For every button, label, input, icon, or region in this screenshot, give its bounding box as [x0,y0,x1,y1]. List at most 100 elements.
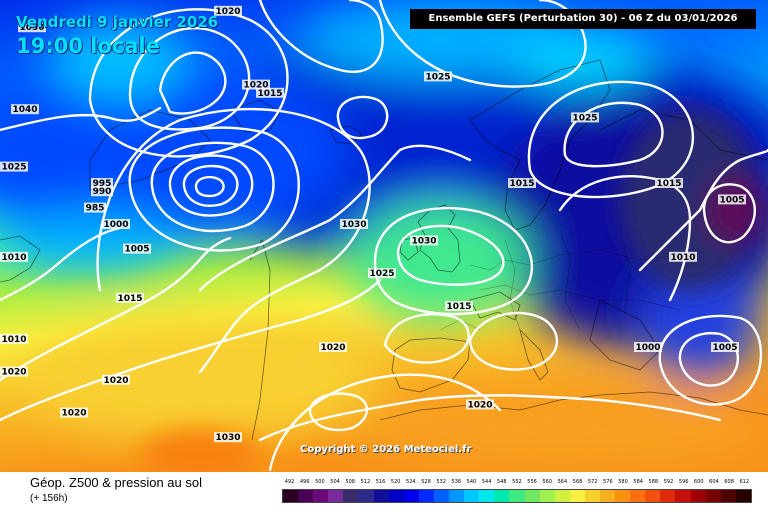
scale-swatch [675,490,691,502]
pressure-label: 1020 [214,5,242,17]
scale-swatch [388,490,404,502]
pressure-label-text: 1025 [369,269,394,279]
isobar-low-985 [194,175,225,198]
scale-swatch [569,490,585,502]
pressure-label: 1000 [634,342,662,353]
scale-label: 516 [375,479,386,485]
scale-label: 548 [496,479,507,485]
scale-swatch [403,490,419,502]
scale-label: 604 [709,479,719,485]
pressure-label: 995 [91,178,113,189]
pressure-label: 1030 [340,219,368,230]
scale-label: 500 [315,479,325,485]
pressure-label-text: 1020 [61,409,86,419]
pressure-label-text: 1030 [19,23,44,33]
scale-swatch [418,490,434,502]
pressure-label: 1020 [466,399,494,410]
pressure-label: 1030 [214,432,242,443]
isobars [0,0,768,470]
pressure-label-text: 1005 [719,195,744,205]
scale-label: 608 [724,479,734,485]
pressure-label-text: 1015 [509,179,534,189]
pressure-label-text: 1030 [215,433,240,443]
pressure-label: 1005 [711,342,739,353]
isobar-1010-atlantic [0,236,232,382]
scale-label: 544 [481,479,492,485]
weather-map: 1020103010401025102010151025102599599098… [0,0,768,472]
scale-swatch [313,490,329,502]
scale-swatch [509,490,525,502]
pressure-label-text: 1005 [712,343,737,353]
pressure-label-text: 985 [86,204,105,214]
pressure-label-text: 1020 [215,7,240,17]
scale-label: 564 [557,479,568,485]
pressure-label: 1015 [256,87,284,99]
pressure-label-text: 1025 [1,163,26,173]
pressure-label: 1020 [242,79,270,91]
pressure-label-text: 1015 [257,89,282,99]
scale-swatch [615,490,631,502]
scale-swatch [554,490,570,502]
scale-label: 556 [527,479,537,485]
forecast-local-time: 19:00 locale [16,34,160,58]
scale-swatch [433,490,450,502]
pressure-label: 1010 [669,251,697,263]
pressure-label-text: 1010 [1,253,26,263]
scale-label: 504 [330,479,340,485]
scale-label: 592 [663,479,674,485]
pressure-label-text: 1020 [1,368,26,378]
pressure-label: 985 [84,202,106,214]
isobar-1015-southwest [0,226,122,302]
isobar-1015-east [558,175,692,302]
scale-swatch [630,490,646,502]
scale-swatch [328,490,344,502]
isobar-1010-east [638,148,768,272]
scale-swatch [539,490,555,502]
scale-swatch [690,490,706,502]
pressure-label: 1030 [410,235,438,246]
pressure-label: 1005 [718,194,746,205]
pressure-label: 1000 [102,219,130,230]
scale-label: 560 [542,479,552,485]
pressure-label-text: 1020 [103,376,128,386]
pressure-label: 1020 [102,374,130,386]
isobar-1010-west [96,107,371,374]
isobar-low-1000-med [678,331,740,387]
pressure-label: 1015 [445,301,473,312]
scale-swatch [584,490,600,502]
pressure-label-text: 1025 [425,72,450,82]
scale-label: 588 [648,479,659,485]
scale-label: 612 [739,479,750,485]
pressure-label-text: 1020 [467,400,492,410]
pressure-label: 1015 [116,292,144,304]
isobar-1025-south [268,373,502,472]
scale-label: 524 [406,479,416,485]
pressure-label: 1020 [60,407,88,419]
pressure-labels: 1020103010401025102010151025102599599098… [0,5,746,443]
scale-swatch [645,490,661,502]
pressure-label-text: 1010 [670,253,695,263]
scale-swatch [298,490,314,502]
pressure-label: 1020 [0,366,28,378]
scale-label: 492 [284,479,295,485]
scale-swatch [735,490,751,502]
model-run-banner: Ensemble GEFS (Perturbation 30) - 06 Z d… [410,9,756,29]
scale-swatch [449,490,465,502]
color-scale-bar [282,489,752,503]
isobar-low-990 [182,164,239,207]
isobar-1025-europe [373,206,534,316]
pressure-label-text: 1030 [411,236,436,246]
pressure-label: 1030 [18,22,46,33]
pressure-label: 1005 [123,243,151,255]
pressure-label: 1025 [0,161,28,173]
scale-label: 572 [587,479,598,485]
isobar-1015-atlantic [198,144,472,292]
isobar-1020-atlantic [0,278,382,422]
scale-label: 528 [421,479,431,485]
scale-label: 532 [436,479,446,485]
pressure-label-text: 1000 [103,220,128,230]
copyright-text: Copyright © 2026 Meteociel.fr [300,444,472,455]
isobar-low-1005 [128,126,300,252]
pressure-label-text: 1030 [341,220,366,230]
pressure-label-text: 995 [93,179,112,189]
